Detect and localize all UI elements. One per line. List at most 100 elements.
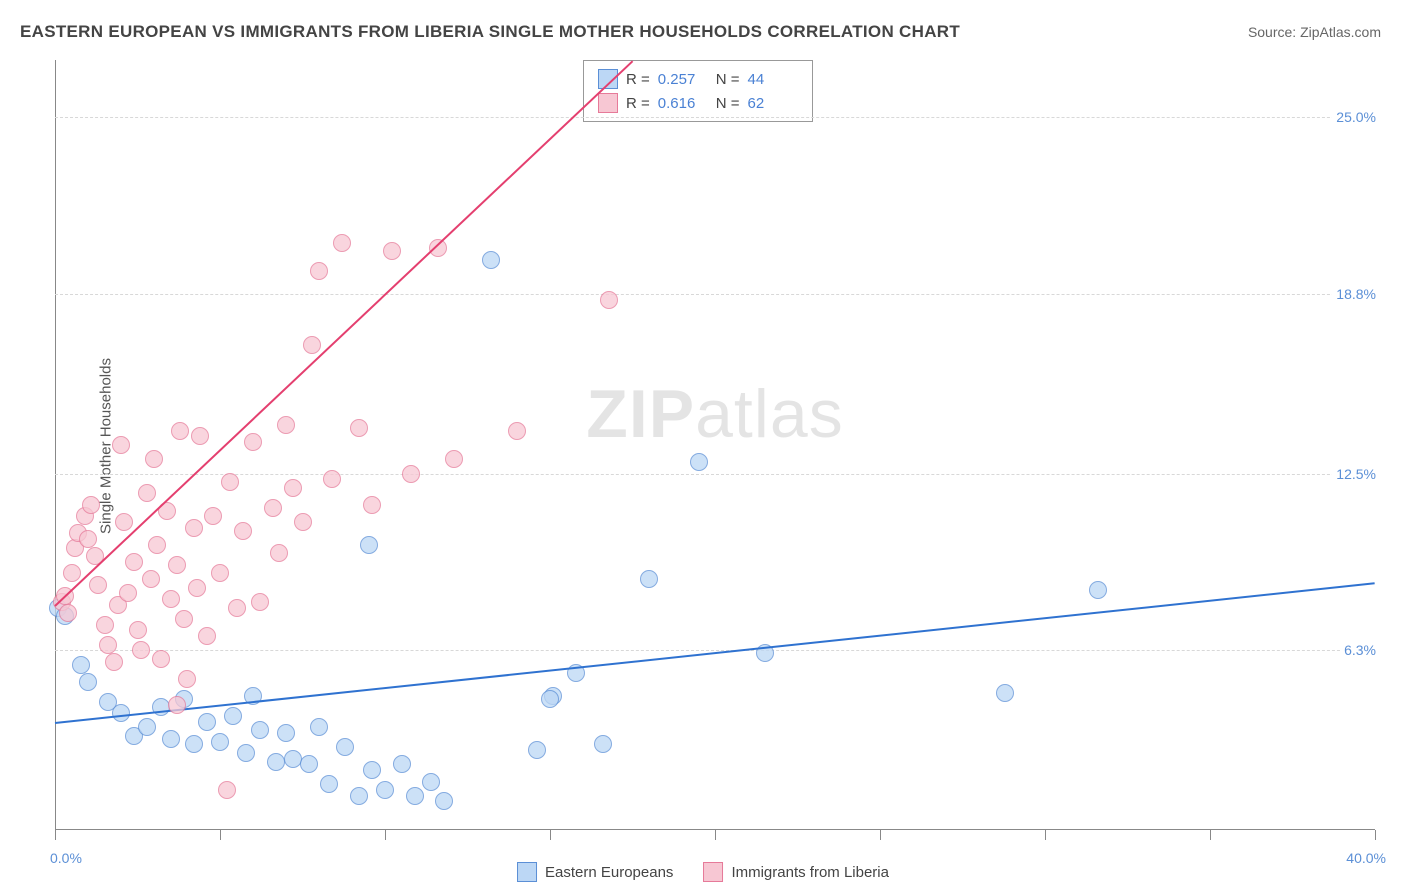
data-point xyxy=(162,730,180,748)
x-tick xyxy=(880,830,881,840)
data-point xyxy=(251,721,269,739)
data-point xyxy=(138,718,156,736)
data-point xyxy=(152,698,170,716)
data-point xyxy=(435,792,453,810)
data-point xyxy=(528,741,546,759)
data-point xyxy=(284,750,302,768)
data-point xyxy=(406,787,424,805)
data-point xyxy=(310,262,328,280)
data-point xyxy=(508,422,526,440)
data-point xyxy=(59,604,77,622)
data-point xyxy=(79,530,97,548)
data-point xyxy=(336,738,354,756)
y-tick-label: 12.5% xyxy=(1332,466,1380,482)
data-point xyxy=(228,599,246,617)
data-point xyxy=(148,536,166,554)
x-axis-end-label: 40.0% xyxy=(1346,850,1386,866)
data-point xyxy=(185,519,203,537)
data-point xyxy=(402,465,420,483)
data-point xyxy=(360,536,378,554)
data-point xyxy=(82,496,100,514)
gridline xyxy=(55,474,1375,475)
data-point xyxy=(168,696,186,714)
data-point xyxy=(115,513,133,531)
x-tick xyxy=(1210,830,1211,840)
data-point xyxy=(79,673,97,691)
data-point xyxy=(162,590,180,608)
data-point xyxy=(640,570,658,588)
data-point xyxy=(393,755,411,773)
legend-swatch xyxy=(598,93,618,113)
data-point xyxy=(185,735,203,753)
data-point xyxy=(89,576,107,594)
legend-item: Immigrants from Liberia xyxy=(703,862,889,882)
data-point xyxy=(218,781,236,799)
data-point xyxy=(198,627,216,645)
data-point xyxy=(996,684,1014,702)
data-point xyxy=(168,556,186,574)
data-point xyxy=(99,636,117,654)
legend-row: R =0.257N =44 xyxy=(598,67,798,91)
data-point xyxy=(175,610,193,628)
data-point xyxy=(303,336,321,354)
data-point xyxy=(690,453,708,471)
y-tick-label: 18.8% xyxy=(1332,286,1380,302)
y-axis xyxy=(55,60,56,830)
data-point xyxy=(72,656,90,674)
x-tick xyxy=(1375,830,1376,840)
data-point xyxy=(178,670,196,688)
data-point xyxy=(1089,581,1107,599)
data-point xyxy=(350,419,368,437)
data-point xyxy=(221,473,239,491)
data-point xyxy=(350,787,368,805)
legend-swatch xyxy=(703,862,723,882)
chart-title: EASTERN EUROPEAN VS IMMIGRANTS FROM LIBE… xyxy=(20,22,960,42)
data-point xyxy=(211,564,229,582)
data-point xyxy=(129,621,147,639)
legend-row: R =0.616N =62 xyxy=(598,91,798,115)
data-point xyxy=(594,735,612,753)
x-tick xyxy=(1045,830,1046,840)
data-point xyxy=(363,496,381,514)
data-point xyxy=(600,291,618,309)
data-point xyxy=(284,479,302,497)
data-point xyxy=(482,251,500,269)
data-point xyxy=(152,650,170,668)
trend-line xyxy=(54,60,633,606)
data-point xyxy=(112,704,130,722)
data-point xyxy=(310,718,328,736)
data-point xyxy=(142,570,160,588)
data-point xyxy=(125,553,143,571)
legend-swatch xyxy=(517,862,537,882)
gridline xyxy=(55,294,1375,295)
x-axis-start-label: 0.0% xyxy=(50,850,82,866)
data-point xyxy=(105,653,123,671)
stats-legend: R =0.257N =44R =0.616N =62 xyxy=(583,60,813,122)
data-point xyxy=(237,744,255,762)
data-point xyxy=(119,584,137,602)
data-point xyxy=(277,724,295,742)
data-point xyxy=(138,484,156,502)
data-point xyxy=(376,781,394,799)
data-point xyxy=(224,707,242,725)
data-point xyxy=(112,436,130,454)
data-point xyxy=(234,522,252,540)
y-tick-label: 6.3% xyxy=(1340,642,1380,658)
x-tick xyxy=(550,830,551,840)
x-tick xyxy=(715,830,716,840)
source-label: Source: ZipAtlas.com xyxy=(1248,24,1381,40)
data-point xyxy=(270,544,288,562)
data-point xyxy=(320,775,338,793)
data-point xyxy=(445,450,463,468)
data-point xyxy=(294,513,312,531)
data-point xyxy=(63,564,81,582)
data-point xyxy=(188,579,206,597)
chart-container: EASTERN EUROPEAN VS IMMIGRANTS FROM LIBE… xyxy=(0,0,1406,892)
data-point xyxy=(277,416,295,434)
data-point xyxy=(132,641,150,659)
data-point xyxy=(267,753,285,771)
data-point xyxy=(198,713,216,731)
data-point xyxy=(171,422,189,440)
legend-item: Eastern Europeans xyxy=(517,862,673,882)
gridline xyxy=(55,117,1375,118)
